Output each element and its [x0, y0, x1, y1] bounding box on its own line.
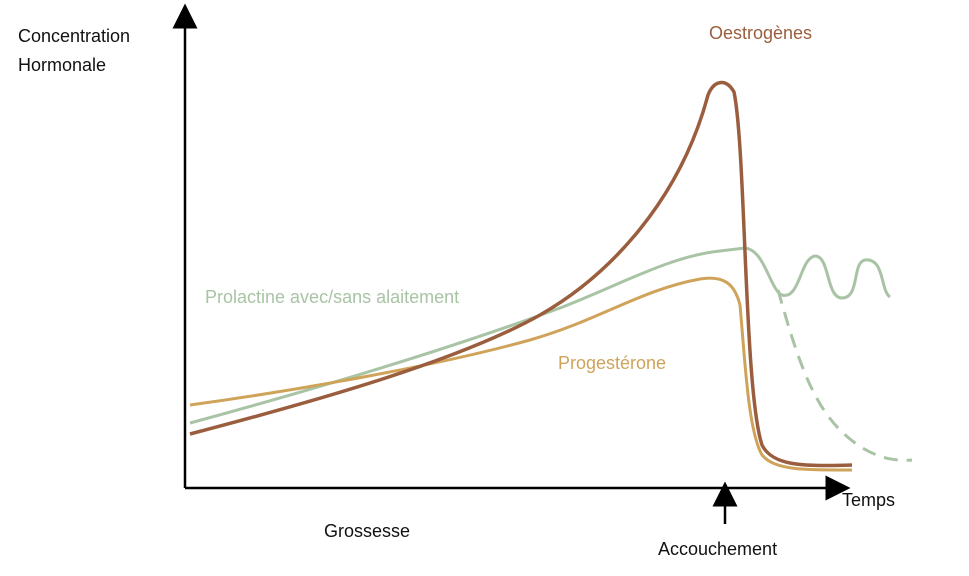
prolactin-label: Prolactine avec/sans alaitement: [205, 287, 459, 307]
progesterone-label: Progestérone: [558, 353, 666, 373]
pregnancy-label: Grossesse: [324, 521, 410, 541]
birth-label: Accouchement: [658, 539, 777, 559]
y-label: Hormonale: [18, 55, 106, 75]
y-label: Concentration: [18, 26, 130, 46]
x-label: Temps: [842, 490, 895, 510]
prolactin-dashed-curve: [776, 289, 913, 462]
oestrogen-curve: [189, 80, 853, 468]
oestrogen-label: Oestrogènes: [709, 23, 812, 43]
prolactin-curve: [189, 246, 892, 425]
progesterone-curve: [189, 276, 853, 472]
